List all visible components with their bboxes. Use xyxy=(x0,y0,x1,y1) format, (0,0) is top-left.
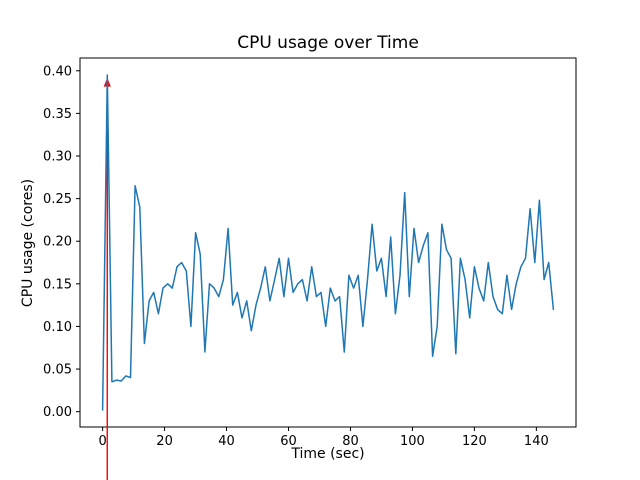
chart-title: CPU usage over Time xyxy=(237,33,419,53)
x-tick-label: 120 xyxy=(462,434,487,449)
x-tick-label: 100 xyxy=(400,434,425,449)
axes-spines xyxy=(79,57,577,428)
y-tick-label: 0.15 xyxy=(43,277,72,292)
x-tick-label: 60 xyxy=(280,434,297,449)
y-tick-label: 0.20 xyxy=(43,235,72,250)
x-tick-label: 140 xyxy=(524,434,549,449)
y-axis-label: CPU usage (cores) xyxy=(20,178,36,308)
x-tick-label: 80 xyxy=(342,434,359,449)
y-tick-label: 0.00 xyxy=(43,405,72,420)
x-axis-label: Time (sec) xyxy=(291,446,365,462)
x-tick-label: 40 xyxy=(218,434,235,449)
x-tick-label: 20 xyxy=(156,434,173,449)
y-tick-label: 0.10 xyxy=(43,320,72,335)
cpu-usage-series xyxy=(101,74,555,411)
y-tick-label: 0.40 xyxy=(43,64,72,79)
y-tick-label: 0.05 xyxy=(43,363,72,378)
y-tick-label: 0.25 xyxy=(43,192,72,207)
y-tick-label: 0.30 xyxy=(43,150,72,165)
x-tick-label: 0 xyxy=(98,434,106,449)
y-tick-label: 0.35 xyxy=(43,107,72,122)
